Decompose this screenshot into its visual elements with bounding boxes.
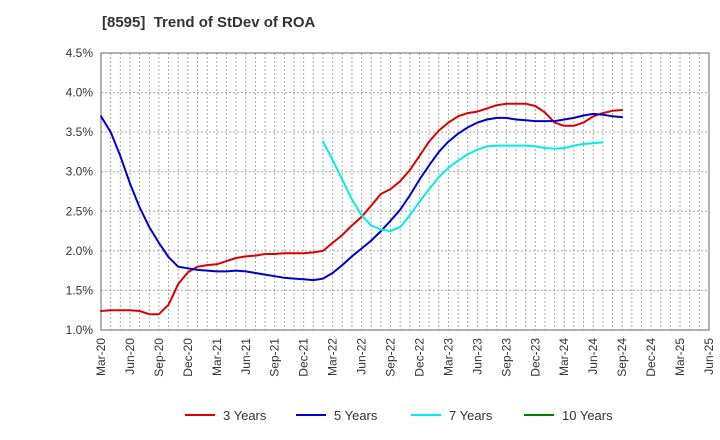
series-line-1: [100, 102, 624, 316]
x-tick-label: Sep-21: [268, 338, 282, 377]
x-tick-label: Mar-22: [326, 338, 340, 376]
x-tick-label: Dec-20: [181, 338, 195, 377]
x-tick-label: Jun-22: [355, 338, 369, 375]
x-tick-label: Mar-25: [673, 338, 687, 376]
legend-label-1: 3 Years: [223, 408, 267, 423]
y-tick-label: 3.5%: [66, 125, 94, 139]
y-tick-label: 1.5%: [66, 283, 94, 297]
y-tick-label: 1.0%: [66, 323, 94, 337]
plot-area: [101, 53, 709, 330]
legend-label-4: 10 Years: [562, 408, 613, 423]
y-tick-label: 3.0%: [66, 165, 94, 179]
x-tick-label: Jun-21: [239, 338, 253, 375]
x-tick-label: Jun-20: [123, 338, 137, 375]
legend-label-3: 7 Years: [449, 408, 493, 423]
y-tick-label: 2.0%: [66, 244, 94, 258]
series-line-2: [100, 112, 624, 282]
chart-title: [8595] Trend of StDev of ROA: [102, 14, 316, 31]
x-tick-label: Dec-22: [412, 338, 426, 377]
x-tick-label: Sep-20: [152, 338, 166, 377]
x-tick-label: Sep-22: [384, 338, 398, 377]
plot-border: [100, 52, 710, 331]
x-tick-label: Mar-23: [441, 338, 455, 376]
x-tick-label: Mar-21: [210, 338, 224, 376]
x-tick-label: Dec-23: [528, 338, 542, 377]
x-tick-label: Jun-23: [470, 338, 484, 375]
x-tick-label: Dec-24: [644, 338, 658, 377]
series-line-3: [322, 140, 604, 233]
y-tick-label: 4.0%: [66, 86, 94, 100]
y-tick-label: 2.5%: [66, 204, 94, 218]
x-tick-label: Mar-20: [94, 338, 108, 376]
x-tick-label: Mar-24: [557, 338, 571, 376]
x-tick-label: Sep-23: [499, 338, 513, 377]
x-tick-label: Dec-21: [297, 338, 311, 377]
y-tick-label: 4.5%: [66, 46, 94, 60]
x-tick-label: Jun-25: [702, 338, 716, 375]
legend-label-2: 5 Years: [334, 408, 378, 423]
x-tick-label: Jun-24: [586, 338, 600, 375]
x-tick-label: Sep-24: [615, 338, 629, 377]
